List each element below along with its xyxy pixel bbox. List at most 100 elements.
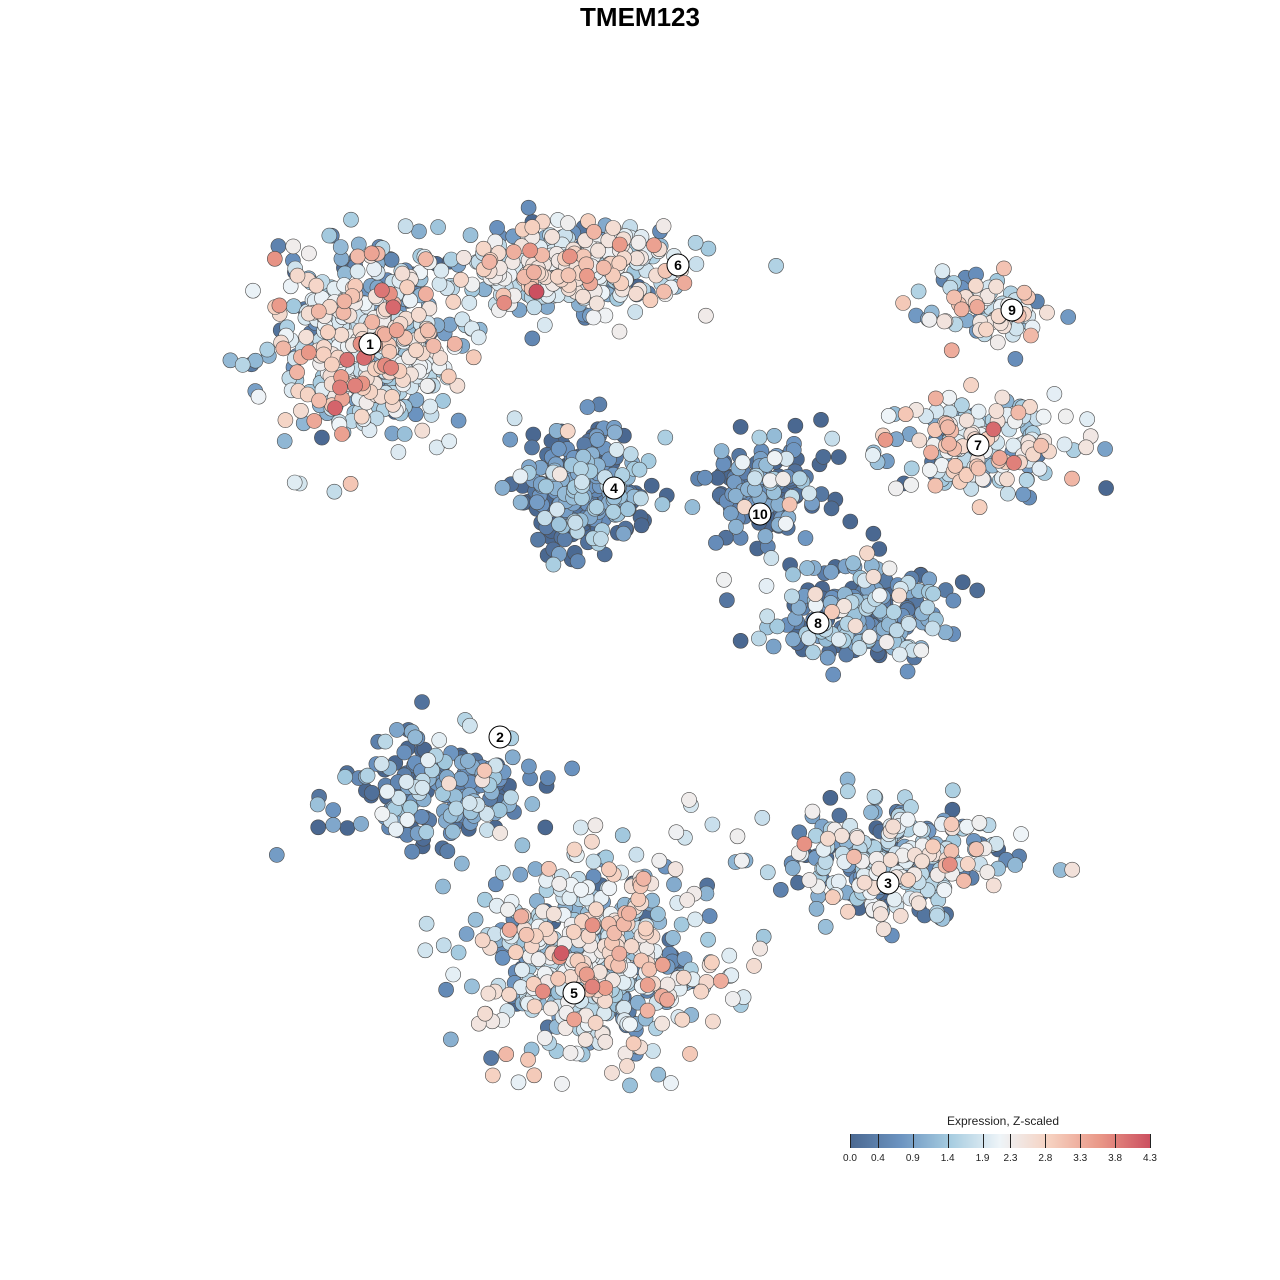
data-point	[673, 916, 690, 933]
legend-tick-label: 1.4	[940, 1153, 955, 1164]
data-point	[823, 500, 840, 517]
data-point	[333, 326, 350, 343]
data-point	[592, 531, 609, 547]
data-point	[567, 514, 584, 531]
chart-title: TMEM123	[580, 2, 700, 32]
data-point	[947, 457, 964, 474]
data-point	[635, 870, 652, 887]
data-point	[445, 823, 461, 840]
data-point	[565, 924, 582, 940]
data-point	[967, 277, 984, 294]
data-point	[910, 283, 927, 300]
data-point	[309, 796, 326, 813]
data-point	[526, 264, 542, 281]
data-point	[722, 505, 739, 522]
data-point	[286, 474, 303, 491]
data-point	[465, 349, 482, 366]
cluster-label-text: 3	[884, 875, 892, 891]
data-point	[343, 211, 359, 228]
data-point	[979, 864, 996, 881]
data-point	[394, 265, 411, 282]
data-point	[435, 937, 452, 954]
data-point	[674, 1011, 691, 1028]
data-point	[572, 461, 589, 477]
data-point	[679, 892, 696, 908]
data-point	[364, 784, 380, 801]
data-point	[754, 809, 771, 826]
data-point	[342, 475, 359, 492]
data-point	[556, 531, 573, 548]
data-point	[608, 441, 625, 458]
data-point	[970, 460, 987, 477]
legend-tick-mark	[1150, 1134, 1151, 1148]
data-point	[856, 874, 873, 891]
data-point	[713, 443, 730, 459]
data-point	[766, 427, 783, 444]
data-point	[1015, 486, 1032, 503]
data-point	[587, 1015, 604, 1031]
data-point	[588, 499, 605, 515]
data-point	[277, 412, 294, 428]
data-point	[941, 435, 957, 452]
data-point	[825, 666, 842, 683]
data-point	[1023, 327, 1039, 344]
data-point	[913, 642, 930, 659]
data-point	[573, 881, 590, 898]
data-point	[522, 242, 538, 259]
data-point	[353, 408, 370, 425]
data-point	[445, 293, 462, 310]
data-point	[440, 368, 457, 385]
data-point	[381, 344, 398, 360]
data-point	[751, 429, 768, 446]
data-point	[505, 244, 522, 260]
data-point	[830, 449, 847, 465]
data-point	[606, 424, 623, 441]
data-point	[732, 419, 749, 435]
data-point	[845, 555, 862, 572]
data-point	[503, 789, 519, 806]
data-point	[800, 630, 817, 647]
cluster-label-text: 6	[674, 257, 682, 273]
data-point	[700, 931, 716, 948]
data-point	[1079, 411, 1095, 428]
legend-color-bar	[850, 1134, 1150, 1148]
data-point	[518, 926, 535, 943]
data-point	[1056, 436, 1073, 453]
data-point	[970, 403, 987, 420]
data-point	[808, 900, 825, 917]
data-point	[579, 399, 596, 415]
data-point	[388, 821, 404, 838]
data-point	[383, 359, 399, 376]
data-point	[892, 908, 909, 924]
data-point	[824, 604, 840, 620]
data-point	[687, 235, 704, 251]
legend-tick-mark	[1045, 1134, 1047, 1148]
data-point	[418, 286, 434, 302]
legend-tick-label: 2.3	[1003, 1153, 1018, 1164]
data-point	[791, 470, 808, 487]
data-point	[988, 403, 1005, 419]
data-point	[936, 882, 953, 898]
data-point	[813, 411, 829, 428]
data-point	[956, 872, 972, 889]
data-point	[746, 958, 762, 974]
data-point	[820, 830, 836, 847]
data-point	[476, 762, 493, 779]
data-point	[566, 1011, 583, 1028]
data-point	[824, 430, 841, 447]
data-point	[481, 253, 498, 270]
data-point	[575, 288, 591, 305]
data-point	[310, 303, 327, 320]
data-point	[418, 915, 435, 932]
data-point	[545, 556, 562, 573]
data-point	[996, 260, 1012, 277]
data-point	[408, 342, 424, 359]
data-point	[925, 838, 941, 855]
data-point	[631, 461, 648, 478]
data-point	[554, 1076, 570, 1092]
legend-tick-mark	[947, 1134, 949, 1148]
data-point	[414, 779, 431, 796]
data-point	[796, 836, 813, 852]
cluster-label-3: 3	[876, 871, 900, 895]
data-point	[455, 249, 472, 266]
